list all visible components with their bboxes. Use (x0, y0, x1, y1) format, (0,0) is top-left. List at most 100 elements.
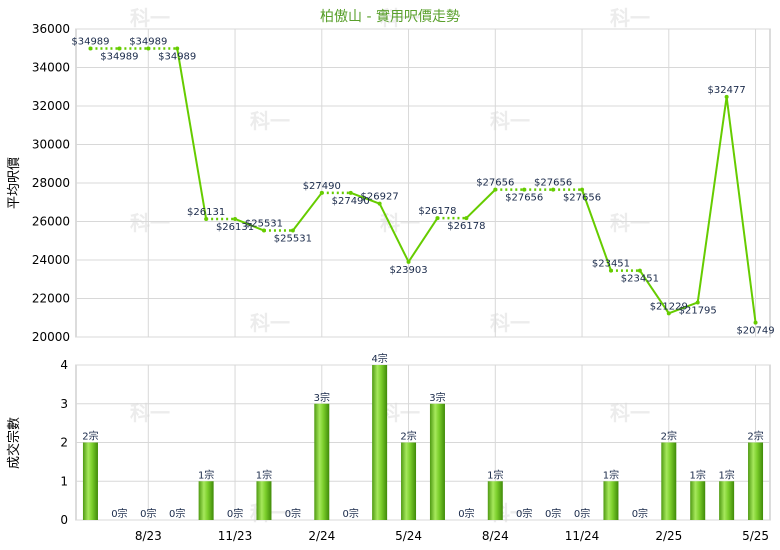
price-point-label: $32477 (708, 85, 746, 96)
price-point-label: $27656 (505, 193, 543, 204)
price-point-label: $34989 (158, 51, 196, 62)
price-point-label: $34989 (100, 51, 138, 62)
volume-bar (661, 442, 677, 520)
price-line-segment (378, 203, 410, 263)
price-point (348, 190, 353, 195)
price-point (204, 216, 209, 221)
price-point (464, 216, 469, 221)
price-line-segment (696, 96, 728, 303)
watermark-text: 科一 (130, 211, 170, 235)
x-tick-label: 8/24 (482, 529, 509, 543)
watermark-text: 科一 (380, 211, 420, 235)
price-tick-label: 20000 (32, 330, 70, 344)
price-tick-label: 28000 (32, 176, 70, 190)
watermark-text: 科一 (250, 311, 290, 335)
volume-bar (256, 481, 272, 520)
price-point-label: $26131 (216, 222, 254, 233)
price-point (406, 259, 411, 264)
volume-bar (748, 442, 764, 520)
price-point-label: $26131 (187, 207, 225, 218)
price-point-label: $23451 (592, 259, 630, 270)
volume-bar-label: 0宗 (140, 507, 156, 520)
volume-bar-label: 2宗 (661, 430, 677, 443)
bar-layer (82, 365, 764, 520)
volume-bar-label: 1宗 (487, 468, 503, 481)
volume-bar-label: 0宗 (227, 507, 243, 520)
price-point (695, 300, 700, 305)
price-point (551, 187, 556, 192)
volume-bar-label: 0宗 (458, 507, 474, 520)
price-line-segment (350, 191, 380, 205)
price-point-label: $27656 (563, 193, 601, 204)
volume-bar-label: 1宗 (690, 468, 706, 481)
price-point-label: $23903 (389, 265, 427, 276)
watermark-text: 科一 (380, 6, 420, 30)
price-point-label: $21795 (679, 305, 717, 316)
volume-bar-label: 0宗 (111, 507, 127, 520)
price-line-segment (465, 188, 496, 219)
price-point (666, 311, 671, 316)
price-axis-title: 平均呎價 (7, 157, 22, 209)
text-layer: 20000 22000 24000 26000 28000 30000 32000 34000… (32, 22, 775, 543)
volume-tick-label: 1 (60, 474, 68, 488)
price-line-segment (407, 217, 439, 263)
price-line-segment (668, 301, 699, 315)
watermark-text: 科一 (250, 109, 290, 133)
price-line-segment (234, 218, 265, 232)
watermark-text: 科一 (610, 401, 650, 425)
volume-bar-label: 3宗 (314, 391, 330, 404)
x-tick-label: 8/23 (135, 529, 162, 543)
volume-bar (429, 403, 445, 520)
volume-axis-title: 成交宗數 (6, 417, 22, 469)
volume-bar (401, 442, 417, 520)
volume-tick-label: 2 (60, 436, 68, 450)
price-point-label: $26927 (361, 192, 399, 203)
line-layer (88, 46, 758, 325)
price-point (753, 320, 758, 325)
volume-bar-label: 2宗 (400, 430, 416, 443)
price-point-label: $26178 (447, 221, 485, 232)
volume-bar (314, 403, 330, 520)
price-point-label: $23451 (621, 274, 659, 285)
volume-bar-label: 2宗 (747, 430, 763, 443)
price-tick-label: 24000 (32, 253, 70, 267)
watermark-text: 科一 (610, 6, 650, 30)
price-point (233, 216, 238, 221)
price-point (261, 228, 266, 233)
volume-bar-label: 0宗 (545, 507, 561, 520)
price-line-segment (292, 192, 323, 232)
x-tick-label: 11/23 (218, 529, 253, 543)
price-point (117, 46, 122, 51)
volume-bar (82, 442, 98, 520)
volume-bar (198, 481, 214, 520)
volume-bar-label: 1宗 (256, 468, 272, 481)
price-point-label: $27656 (534, 178, 572, 189)
price-point (608, 268, 613, 273)
watermark-layer: 科一科一科一科一科一科一科一科一科一科一科一科一科一科一科一 (130, 6, 650, 525)
volume-bar-label: 1宗 (603, 468, 619, 481)
volume-bar (603, 481, 619, 520)
price-point (580, 187, 585, 192)
price-line-segment (639, 270, 670, 314)
price-point-label: $27490 (303, 181, 341, 192)
price-tick-label: 36000 (32, 22, 70, 36)
watermark-text: 科一 (130, 401, 170, 425)
price-point (88, 46, 93, 51)
watermark-text: 科一 (610, 211, 650, 235)
volume-tick-label: 0 (60, 513, 68, 527)
price-point-label: $20749 (736, 326, 774, 337)
x-tick-label: 11/24 (565, 529, 600, 543)
volume-bar-label: 2宗 (82, 430, 98, 443)
price-point (724, 94, 729, 99)
price-point (175, 46, 180, 51)
volume-bar-label: 0宗 (343, 507, 359, 520)
price-tick-label: 22000 (32, 292, 70, 306)
price-tick-label: 30000 (32, 138, 70, 152)
price-point (493, 187, 498, 192)
grid-layer (75, 28, 771, 521)
chart-title: 柏傲山 - 實用呎價走勢 (320, 8, 460, 25)
volume-bar (690, 481, 706, 520)
volume-tick-label: 4 (60, 358, 68, 372)
